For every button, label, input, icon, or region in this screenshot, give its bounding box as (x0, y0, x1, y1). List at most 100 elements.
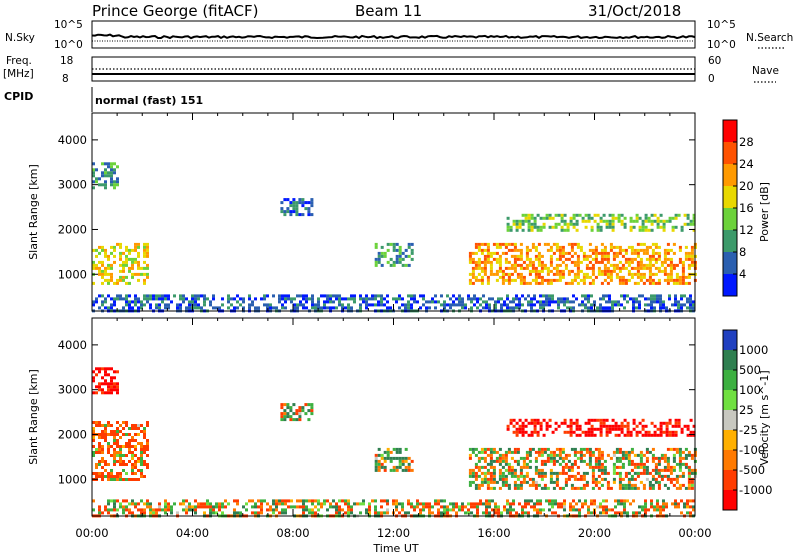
range-cell (371, 303, 374, 307)
range-cell (635, 433, 639, 437)
range-cell (301, 201, 305, 205)
range-cell (392, 263, 396, 267)
range-cell (434, 499, 437, 503)
range-cell (584, 225, 588, 229)
range-cell (401, 468, 405, 472)
range-cell (395, 468, 399, 472)
range-cell (498, 260, 502, 264)
range-cell (474, 278, 478, 282)
range-cell (480, 450, 484, 454)
range-cell (374, 263, 378, 267)
range-cell (485, 303, 488, 307)
range-cell (283, 213, 287, 217)
range-cell (602, 306, 605, 310)
range-cell (557, 213, 561, 217)
range-cell (101, 300, 104, 304)
range-cell (310, 213, 314, 217)
range-cell (501, 453, 505, 457)
range-cell (113, 382, 116, 386)
range-cell (597, 251, 601, 255)
range-cell (642, 281, 646, 285)
range-cell (519, 275, 523, 279)
range-cell (636, 471, 640, 475)
range-cell (446, 505, 449, 509)
range-cell (596, 427, 600, 431)
range-cell (645, 248, 649, 252)
range-cell (398, 254, 402, 258)
range-cell (140, 451, 143, 454)
range-cell (480, 447, 484, 451)
range-cell (498, 254, 502, 258)
velocity-plot-frame (92, 318, 695, 516)
range-cell (497, 511, 500, 515)
range-cell (295, 201, 299, 205)
range-cell (458, 297, 461, 301)
range-cell (504, 450, 508, 454)
range-cell (101, 433, 104, 436)
range-cell (590, 427, 594, 431)
range-cell (143, 248, 146, 252)
range-cell (107, 306, 110, 310)
range-cell (611, 225, 615, 229)
range-cell (675, 447, 679, 451)
range-cell (155, 306, 158, 310)
range-cell (561, 465, 565, 469)
range-cell (398, 294, 401, 298)
range-cell (461, 508, 464, 512)
range-cell (662, 508, 665, 512)
range-cell (272, 508, 275, 512)
range-cell (101, 269, 104, 273)
range-cell (104, 162, 107, 166)
range-cell (603, 459, 607, 463)
range-cell (428, 508, 431, 512)
range-cell (609, 278, 613, 282)
range-cell (296, 505, 299, 509)
range-cell (113, 508, 116, 512)
range-cell (158, 294, 161, 298)
range-cell (516, 254, 520, 258)
range-cell (113, 162, 116, 166)
range-cell (525, 254, 529, 258)
range-cell (104, 439, 107, 442)
range-cell (587, 219, 591, 223)
range-cell (654, 242, 658, 246)
range-cell (675, 462, 679, 466)
range-cell (597, 272, 601, 276)
range-cell (593, 499, 596, 503)
colorbar-tick-label: -25 (739, 423, 758, 437)
range-cell (101, 457, 104, 460)
range-cell (122, 251, 125, 255)
range-cell (666, 468, 670, 472)
range-cell (686, 306, 689, 310)
range-cell (323, 303, 326, 307)
range-cell (298, 201, 302, 205)
range-cell (557, 222, 561, 226)
range-cell (113, 499, 116, 503)
range-cell (233, 499, 236, 503)
range-cell (636, 462, 640, 466)
range-cell (404, 254, 408, 258)
range-cell (582, 453, 586, 457)
range-cell (669, 269, 673, 273)
range-cell (513, 447, 517, 451)
range-cell (506, 499, 509, 503)
range-cell (633, 477, 637, 481)
range-cell (113, 451, 116, 454)
range-cell (572, 508, 575, 512)
range-cell (140, 303, 143, 307)
range-cell (518, 222, 522, 226)
range-cell (471, 275, 475, 279)
range-cell (383, 254, 387, 258)
range-cell (560, 300, 563, 304)
range-cell (131, 272, 134, 276)
range-cell (527, 219, 531, 223)
range-cell (307, 213, 311, 217)
range-cell (534, 459, 538, 463)
range-cell (558, 257, 562, 261)
range-cell (620, 421, 624, 425)
range-cell (492, 474, 496, 478)
colorbar-segment (723, 370, 737, 390)
range-cell (588, 254, 592, 258)
range-cell (608, 427, 612, 431)
range-cell (257, 499, 260, 503)
